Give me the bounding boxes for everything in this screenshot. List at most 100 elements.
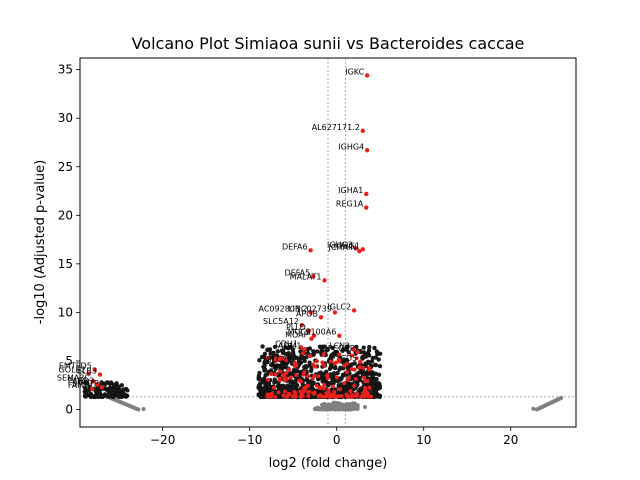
significant-point [330,345,335,351]
y-tick-label: 0 [65,403,73,417]
significant-point [282,389,287,394]
significant-point [338,387,343,392]
x-axis: −20 −10 0 10 20 [150,427,518,447]
significant-point [314,349,320,354]
gene-label: PLLD [286,323,306,332]
nonsignificant-point [363,405,368,410]
x-tick-label: −10 [237,433,262,447]
significant-point [311,333,317,338]
significant-point [321,386,326,391]
significant-point [306,328,312,334]
significant-point [307,360,312,365]
significant-point [351,347,356,352]
gene-label: SLC5A12 [263,317,299,326]
significant-point [267,384,272,389]
significant-point [363,361,368,366]
y-tick-label: 30 [58,111,73,125]
significant-point [345,344,350,349]
gene-label: IGKC [345,67,364,76]
significant-point [121,387,126,392]
significant-point [311,349,316,354]
significant-point [353,376,358,381]
significant-point [263,384,268,389]
significant-point [330,384,335,389]
significant-point [373,355,378,360]
significant-point [314,359,319,364]
significant-point [286,386,291,391]
gene-label: IGLC2 [327,302,351,311]
significant-point [325,375,330,380]
significant-point [288,375,293,380]
significant-point [299,322,305,328]
significant-point [302,358,307,364]
significant-point [349,353,354,358]
significant-point [311,274,316,279]
significant-point [277,378,282,383]
significant-point [337,333,342,338]
significant-point [302,347,307,352]
significant-point [276,390,281,395]
significant-point [89,394,95,399]
nonsignificant-point [531,406,536,411]
significant-point [331,380,336,386]
significant-point [261,376,267,381]
significant-point [318,315,324,320]
significant-point [283,362,289,368]
significant-point [320,390,325,395]
gene-label: CDH1 [275,339,298,348]
significant-point [310,376,315,381]
significant-point [325,382,331,388]
y-tick-label: 15 [58,257,73,271]
significant-point [332,365,338,371]
x-axis-label: log2 (fold change) [269,456,388,471]
significant-point [292,379,298,384]
significant-point [275,349,280,354]
significant-point [269,371,274,376]
significant-point [367,344,372,350]
significant-point [328,393,333,398]
significant-point [85,380,90,386]
significant-point [90,379,96,384]
significant-point [357,375,362,380]
x-tick-label: 0 [333,433,341,447]
significant-point [298,345,304,350]
significant-point [291,356,297,361]
significant-point [372,345,377,351]
significant-point [336,393,341,398]
significant-point [292,363,297,368]
significant-point [117,388,123,393]
significant-point [327,366,333,372]
significant-point [269,362,274,368]
significant-point [317,344,323,349]
significant-point [309,386,315,391]
significant-points [82,73,383,400]
significant-point [329,374,334,379]
nonsignificant-point [329,403,334,408]
gene-label: CD5 [340,354,357,363]
y-tick-label: 35 [58,63,73,77]
significant-point [358,386,364,391]
significant-point [324,348,329,353]
gene-label: MALAT1 [290,272,322,281]
significant-point [377,363,383,369]
significant-point [273,394,278,399]
significant-point [355,350,360,355]
nonsignificant-point [336,407,341,412]
significant-point [311,362,316,367]
significant-point [292,360,298,366]
significant-point [377,351,383,356]
x-tick-label: 20 [503,433,518,447]
significant-point [114,381,119,386]
significant-point [337,367,342,372]
significant-point [262,366,267,372]
gene-label: DEFA5 [285,268,311,277]
gene-label: LCN2 [329,341,350,350]
significant-point [296,356,301,361]
significant-point [263,358,268,364]
significant-point [374,349,380,354]
significant-point [357,359,363,365]
significant-point [364,73,370,78]
gene-label: ADM1 [278,341,302,350]
gene-label: SLC26 [267,355,292,364]
